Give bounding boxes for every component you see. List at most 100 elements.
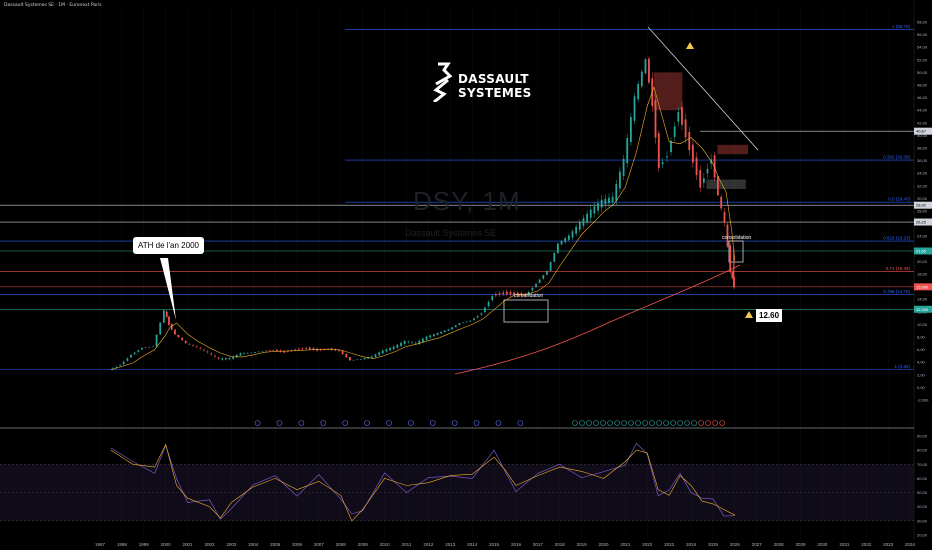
warning-icon (745, 311, 753, 318)
candle-body (731, 271, 734, 279)
supply-zone (717, 144, 748, 155)
axes: 58,00 56,00 54,00 52,00 50,00 48,00 46,00 44,00… (95, 0, 932, 547)
candle-body (589, 209, 592, 218)
candle-body (527, 292, 530, 295)
candle-body (257, 351, 260, 353)
candle-body (414, 342, 417, 344)
event-marker (572, 420, 578, 426)
candle-body (557, 243, 559, 254)
event-marker (663, 420, 669, 426)
event-marker (656, 420, 662, 426)
candle-body (152, 346, 154, 348)
candle-body (411, 342, 413, 343)
rsi-axis-label: 80,00 (917, 448, 928, 453)
x-axis-label: 2016 (511, 542, 522, 547)
consolidation-label-1: consolidation (514, 293, 543, 299)
candle-body (312, 348, 315, 351)
candle-body (349, 357, 351, 361)
event-marker (517, 420, 524, 426)
event-marker (649, 420, 655, 426)
watermark-ticker: DSY, 1M (413, 186, 521, 216)
candle-body (661, 162, 664, 165)
brand-logo: DASSAULT SYSTEMES (430, 62, 531, 106)
fib-label: 0.71 (18.39) (886, 266, 911, 271)
ath-callout[interactable]: ATH de l'an 2000 (133, 237, 204, 254)
candle-body (206, 351, 209, 353)
event-marker (386, 420, 392, 426)
candle-body (392, 346, 395, 350)
right-axis-label: 24,00 (917, 234, 928, 239)
candle-body (436, 332, 439, 335)
event-marker (705, 420, 711, 426)
candle-body (239, 353, 242, 356)
candle-body (432, 334, 435, 337)
candle-body (254, 352, 256, 353)
right-axis-label: 58,00 (917, 20, 928, 25)
candle-body (626, 138, 629, 164)
candle-body (520, 293, 523, 296)
candle-body (564, 238, 567, 243)
candle-body (575, 226, 578, 234)
event-marker (579, 420, 585, 426)
right-axis-label: 18,00 (917, 272, 928, 277)
right-axis-label: 8,00 (917, 335, 926, 340)
candle-body (578, 222, 581, 230)
rsi-pane (0, 442, 914, 522)
candle-body (287, 351, 289, 353)
x-axis-label: 2002 (204, 542, 215, 547)
candle-body (469, 320, 472, 322)
candle-body (654, 100, 657, 138)
x-axis-label: 2020 (599, 542, 610, 547)
rsi-line (110, 442, 735, 520)
x-axis-label: 1999 (139, 542, 150, 547)
rsi-axis-label: 60,00 (917, 476, 928, 481)
chart-title: Dassault Systemes SE · 1M · Euronext Par… (4, 3, 102, 8)
fibonacci-levels: 1 (56.78) 0.382 (36.08) 0.5 (29.40) 0.618 (… (0, 24, 914, 370)
candle-body (130, 355, 132, 358)
right-axis-label: 36,00 (917, 158, 928, 163)
candle-body (188, 343, 191, 345)
candle-body (319, 349, 322, 351)
candle-body (389, 347, 391, 351)
candle-body (723, 211, 726, 223)
fib-label: 0.5 (29.40) (888, 197, 910, 202)
event-marker (408, 420, 414, 426)
candle-body (356, 359, 359, 361)
price-target-box[interactable]: 12.60 (756, 309, 783, 322)
ma-200-line (454, 264, 741, 375)
rsi-axis-label: 70,00 (917, 462, 928, 467)
candle-body (729, 245, 732, 272)
candle-body (232, 356, 235, 359)
candles (110, 56, 736, 371)
x-axis-label: 2027 (752, 542, 763, 547)
price-tag (914, 283, 932, 291)
candle-body (465, 321, 468, 323)
candle-body (119, 365, 121, 366)
candle-body (385, 349, 388, 352)
candle-body (681, 106, 683, 125)
x-axis-label: 1997 (95, 542, 106, 547)
right-axis-label: 54,00 (917, 45, 928, 50)
candle-body (462, 322, 464, 324)
price-tag-label: 28,92 (916, 203, 927, 208)
rsi-axis-label: 40,00 (917, 504, 928, 509)
price-tag-label: 15,960 (916, 284, 929, 289)
candle-body (341, 350, 344, 355)
x-axis-label: 2026 (730, 542, 741, 547)
candle-body (141, 347, 143, 350)
right-axis-label: 32,00 (917, 183, 928, 188)
candle-body (447, 329, 450, 331)
x-axis-label: 2001 (183, 542, 194, 547)
candle-body (221, 358, 224, 360)
event-marker (684, 420, 690, 426)
price-tag (914, 201, 932, 209)
candle-body (400, 342, 402, 346)
candle-body (491, 296, 494, 301)
candle-body (542, 275, 545, 279)
warning-icon (686, 42, 694, 49)
x-axis-label: 2011 (402, 542, 412, 547)
candle-body (473, 318, 475, 321)
right-axis-label: 50,00 (917, 70, 928, 75)
event-marker (593, 420, 599, 426)
